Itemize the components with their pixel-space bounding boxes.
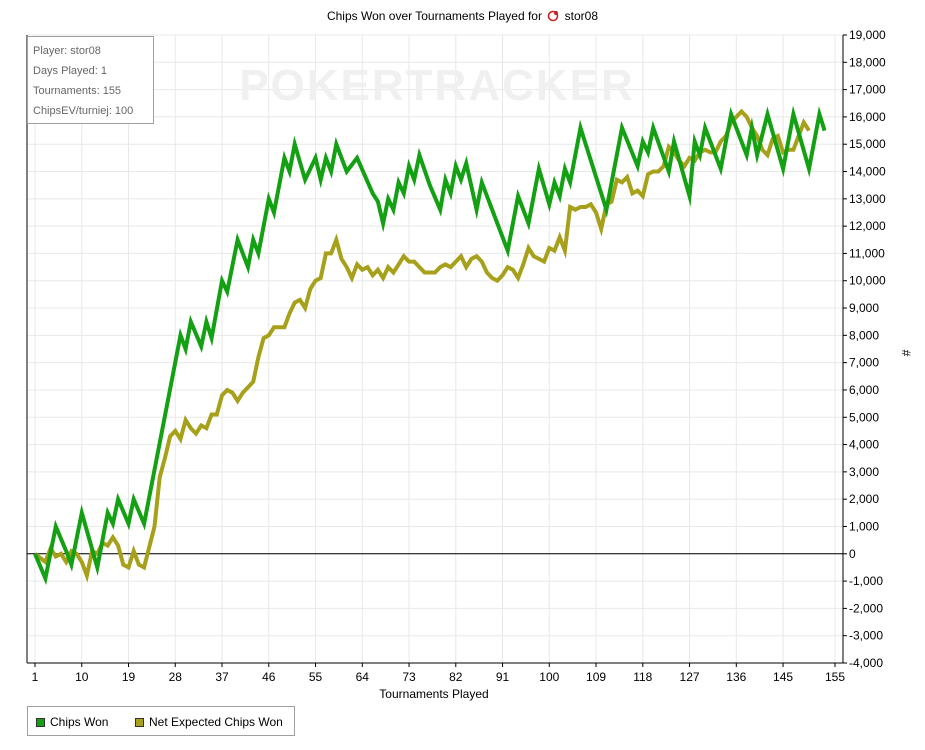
chart-title-player: stor08: [564, 9, 599, 23]
y-tick-label: 8,000: [849, 328, 879, 342]
y-tick-label: 15,000: [849, 137, 886, 151]
y-tick-labels: -4,000 -3,000 -2,000 -1,000 0 1,000 2,000 3,000…: [849, 28, 886, 670]
x-tick-label: 10: [75, 670, 89, 684]
y-tick-label: 9,000: [849, 301, 879, 315]
y-tick-label: 17,000: [849, 83, 886, 97]
y-tick-label: 6,000: [849, 383, 879, 397]
legend-label-chips-won: Chips Won: [50, 715, 109, 729]
series-line-chips-won: [33, 105, 827, 586]
x-tick-labels: 1 10 19 28 37 46 55 64 73 82 91 100 109 118 127 136 145 1…: [32, 670, 846, 684]
y-tick-label: -1,000: [849, 574, 883, 588]
y-tick-label: 12,000: [849, 219, 886, 233]
x-tick-label: 109: [586, 670, 606, 684]
x-tick-label: 155: [825, 670, 845, 684]
grid: [27, 34, 843, 664]
y-tick-label: -4,000: [849, 656, 883, 670]
x-tick-label: 55: [309, 670, 323, 684]
player-info-box: Player: stor08 Days Played: 1 Tournament…: [27, 36, 154, 124]
y-tick-label: 3,000: [849, 465, 879, 479]
x-tick-label: 91: [496, 670, 510, 684]
legend-label-net-expected: Net Expected Chips Won: [149, 715, 283, 729]
x-tick-label: 145: [773, 670, 793, 684]
y-tick-label: 2,000: [849, 492, 879, 506]
y-tick-label: 5,000: [849, 410, 879, 424]
legend: Chips Won Net Expected Chips Won: [27, 706, 295, 736]
x-tick-label: 82: [449, 670, 463, 684]
info-tournaments: Tournaments: 155: [33, 85, 122, 97]
x-tick-label: 100: [539, 670, 559, 684]
y-tick-label: 0: [849, 547, 856, 561]
y-tick-label: 10,000: [849, 274, 886, 288]
y-tick-label: 16,000: [849, 110, 886, 124]
x-axis-label: Tournaments Played: [379, 687, 488, 701]
y-tick-label: 18,000: [849, 55, 886, 69]
info-chipsev: ChipsEV/turniej: 100: [33, 105, 134, 117]
series-lines: [33, 105, 827, 586]
x-tick-label: 19: [122, 670, 136, 684]
player-site-icon: [548, 10, 559, 22]
x-tick-label: 136: [726, 670, 746, 684]
chart-title-prefix: Chips Won over Tournaments Played for: [326, 9, 542, 23]
x-tick-label: 28: [169, 670, 183, 684]
info-player: Player: stor08: [33, 45, 101, 57]
y-tick-label: -3,000: [849, 629, 883, 643]
y-tick-label: 13,000: [849, 192, 886, 206]
x-tick-label: 127: [680, 670, 700, 684]
y-tick-label: 14,000: [849, 165, 886, 179]
y-tick-label: 11,000: [849, 246, 885, 260]
x-tick-label: 37: [215, 670, 229, 684]
y-tick-label: -2,000: [849, 601, 883, 615]
x-tick-label: 73: [402, 670, 416, 684]
chart-title: Chips Won over Tournaments Played for st…: [0, 9, 925, 23]
x-tick-label: 46: [262, 670, 276, 684]
legend-item-chips-won: Chips Won: [36, 715, 108, 729]
y-axis-label: #: [899, 350, 913, 357]
y-tick-label: 1,000: [849, 519, 879, 533]
legend-swatch-chips-won: [36, 717, 45, 727]
y-tick-label: 19,000: [849, 28, 886, 42]
series-line-net-expected: [33, 108, 811, 583]
x-tick-label: 1: [32, 670, 39, 684]
x-tick-label: 64: [356, 670, 370, 684]
axes: [26, 34, 847, 667]
x-tick-label: 118: [633, 670, 652, 684]
y-tick-label: 7,000: [849, 356, 879, 370]
legend-swatch-net-expected: [135, 717, 144, 727]
info-days-played: Days Played: 1: [33, 65, 107, 77]
pokertracker-watermark: POKERTRACKER: [239, 61, 635, 110]
y-tick-label: 4,000: [849, 438, 879, 452]
legend-item-net-expected: Net Expected Chips Won: [135, 715, 283, 729]
